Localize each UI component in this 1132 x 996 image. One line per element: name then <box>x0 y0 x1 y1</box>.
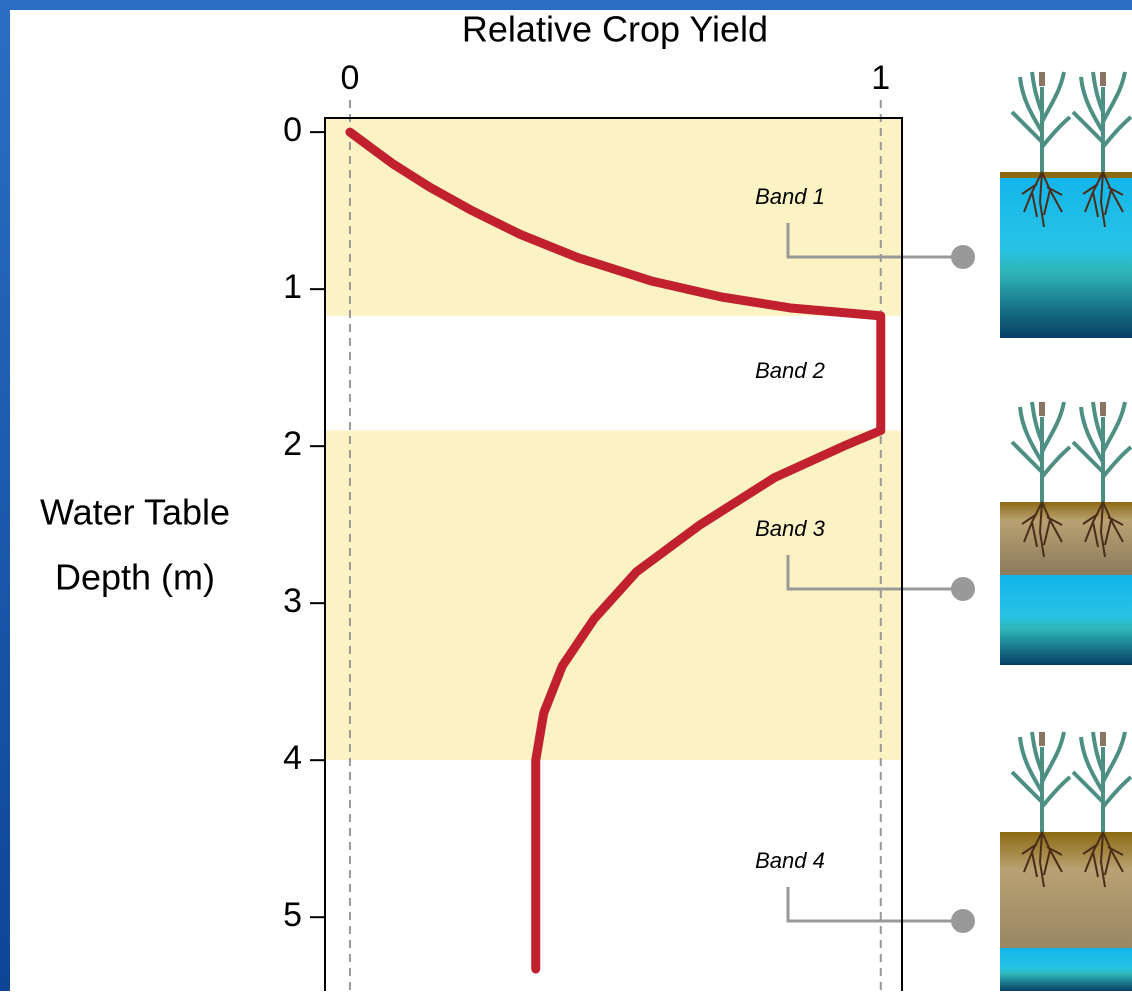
band-label: Band 3 <box>755 516 825 541</box>
plot: 0 1 0 1 2 3 4 5 Band 1 Band 2 Band 3 Band 4 <box>283 59 975 991</box>
band-label: Band 4 <box>755 848 825 873</box>
connector <box>786 887 963 923</box>
connector-dot <box>951 245 975 269</box>
band <box>325 315 902 431</box>
x-tick-label: 0 <box>340 59 359 97</box>
band-label: Band 2 <box>755 358 825 383</box>
y-axis-title: Depth (m) <box>55 557 215 598</box>
connector-dot <box>951 909 975 933</box>
illustration <box>1000 70 1132 991</box>
y-tick-label: 2 <box>283 425 302 463</box>
y-tick-label: 5 <box>283 896 302 934</box>
connector-dot <box>951 577 975 601</box>
y-tick-label: 1 <box>283 268 302 306</box>
y-tick-label: 0 <box>283 111 302 149</box>
x-axis-title: Relative Crop Yield <box>462 9 768 50</box>
band <box>325 118 902 316</box>
y-tick-label: 3 <box>283 582 302 620</box>
y-tick-label: 4 <box>283 739 302 777</box>
yield-curve <box>345 127 886 974</box>
band-label: Band 1 <box>755 184 825 209</box>
connector <box>786 555 963 591</box>
connector <box>786 223 963 259</box>
band <box>325 760 902 991</box>
y-axis-title: Water Table <box>40 492 230 533</box>
x-tick-label: 1 <box>871 59 890 97</box>
plot-frame <box>324 117 903 991</box>
